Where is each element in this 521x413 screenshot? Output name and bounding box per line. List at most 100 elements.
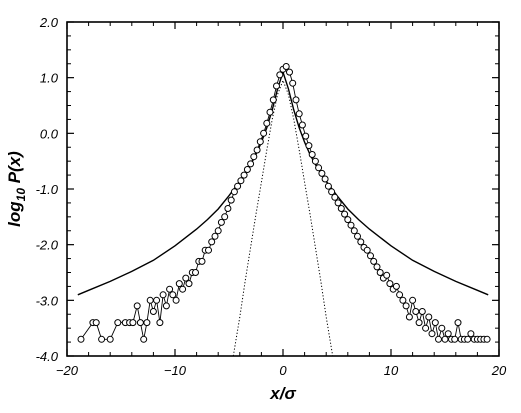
data-point: [143, 319, 151, 327]
data-point: [282, 63, 290, 70]
data-point: [243, 166, 251, 173]
data-point: [341, 210, 349, 218]
data-point: [289, 79, 297, 87]
data-point: [77, 335, 85, 343]
data-point: [373, 263, 381, 271]
data-point: [467, 330, 475, 338]
data-point: [162, 302, 170, 310]
y-tick-label: -2.0: [36, 238, 59, 253]
data-point: [305, 142, 313, 150]
data-point: [214, 227, 222, 235]
y-tick-label: 2.0: [39, 15, 59, 30]
series-solid-line: [77, 69, 489, 296]
data-point: [412, 308, 420, 315]
y-tick-label: 0.0: [40, 126, 59, 141]
data-point: [256, 138, 264, 146]
tick-labels: −20 −10 0 10 20 2.0 1.0 0.0 -1.0 -2.0 -3.0 -4.0: [36, 15, 507, 378]
series-layer: [77, 63, 491, 356]
data-point: [318, 169, 326, 177]
data-point: [192, 269, 199, 276]
data-point: [237, 177, 245, 185]
data-point: [357, 238, 365, 246]
data-point: [217, 218, 225, 226]
series-circles-connector: [80, 65, 488, 341]
data-point: [315, 164, 323, 172]
data-point: [153, 296, 161, 304]
data-point: [435, 335, 442, 343]
y-axis-label-subscript: 10: [14, 188, 28, 202]
data-point: [344, 216, 352, 224]
data-point: [253, 146, 261, 154]
data-point: [175, 280, 183, 288]
data-point: [415, 319, 423, 327]
data-point: [444, 330, 452, 338]
data-point: [227, 196, 235, 204]
data-point: [451, 335, 459, 343]
data-point: [98, 335, 106, 343]
data-point: [159, 291, 167, 299]
data-point: [133, 302, 141, 310]
data-point: [367, 252, 374, 260]
data-point: [370, 257, 378, 265]
data-point: [431, 319, 439, 327]
data-point: [273, 82, 280, 90]
data-point: [441, 335, 449, 343]
data-point: [146, 296, 154, 304]
data-point: [337, 205, 345, 212]
data-point: [169, 291, 177, 299]
data-point: [224, 205, 232, 212]
data-point: [230, 188, 238, 196]
data-point: [386, 280, 394, 288]
data-point: [260, 129, 268, 137]
data-point: [308, 151, 316, 158]
y-axis-label-prefix: log: [5, 201, 24, 227]
y-axis-label: log10 P(x): [5, 151, 28, 227]
data-point: [266, 108, 274, 116]
data-point: [276, 71, 284, 79]
data-point: [298, 121, 306, 129]
data-point: [211, 232, 219, 240]
data-point: [418, 308, 426, 315]
data-point: [234, 182, 242, 190]
series-dotted-line: [232, 79, 334, 356]
data-point: [250, 153, 258, 161]
y-tick-label: -3.0: [36, 293, 59, 308]
data-point: [392, 282, 400, 290]
data-point: [347, 221, 355, 229]
data-point: [182, 274, 190, 282]
x-tick-label: 10: [384, 363, 399, 378]
data-point: [328, 188, 336, 196]
data-point: [354, 232, 361, 240]
data-point: [383, 271, 391, 279]
series-clip-group: [77, 63, 491, 356]
data-point: [311, 157, 319, 165]
data-point: [376, 269, 384, 276]
data-point: [92, 319, 100, 327]
data-point: [324, 182, 332, 190]
data-point: [402, 302, 410, 310]
data-point: [350, 227, 358, 235]
data-point: [396, 291, 404, 299]
data-point: [286, 68, 293, 76]
data-point: [409, 296, 417, 304]
data-point: [106, 335, 114, 343]
data-point: [454, 319, 462, 327]
data-point: [334, 199, 342, 207]
data-point: [295, 110, 303, 118]
y-axis-label-suffix: P(x): [5, 151, 24, 188]
data-point: [321, 175, 329, 183]
data-point: [221, 213, 229, 221]
data-point: [247, 160, 255, 168]
y-tick-label: -1.0: [36, 182, 59, 197]
data-point: [129, 319, 137, 327]
x-tick-label: −10: [164, 363, 187, 378]
x-axis-label: x/σ: [269, 384, 296, 403]
data-point: [263, 119, 271, 127]
y-tick-label: -4.0: [36, 349, 59, 364]
data-point: [114, 319, 122, 327]
x-tick-label: 20: [491, 363, 507, 378]
data-point: [166, 285, 174, 293]
data-point: [428, 330, 436, 338]
x-tick-label: −20: [56, 363, 79, 378]
